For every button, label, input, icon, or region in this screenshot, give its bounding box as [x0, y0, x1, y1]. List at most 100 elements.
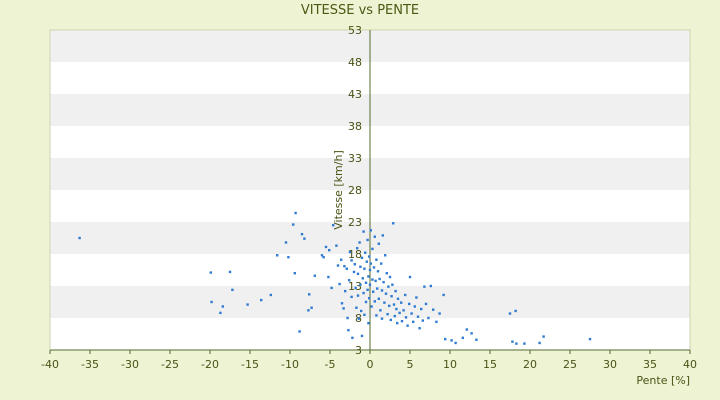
data-point: [362, 291, 365, 295]
data-point: [360, 309, 363, 313]
data-point: [332, 224, 335, 227]
data-point: [330, 286, 333, 290]
data-point: [308, 293, 311, 296]
data-point: [384, 292, 388, 295]
data-point: [421, 319, 424, 322]
data-point: [432, 308, 435, 311]
data-point: [470, 332, 473, 335]
data-point: [363, 267, 366, 270]
data-point: [366, 238, 369, 242]
data-point: [377, 242, 380, 245]
data-point: [515, 342, 518, 345]
data-point: [386, 312, 389, 316]
data-point: [356, 294, 360, 297]
data-point: [348, 250, 352, 254]
data-point: [380, 289, 384, 292]
data-point: [390, 295, 393, 298]
data-point: [357, 317, 360, 320]
data-point: [371, 247, 374, 251]
data-point: [375, 258, 378, 261]
data-point: [231, 288, 234, 292]
data-point: [368, 296, 371, 300]
data-point: [361, 277, 364, 280]
data-point: [392, 222, 395, 225]
data-point: [396, 321, 399, 325]
data-point: [221, 305, 224, 308]
data-point: [461, 336, 464, 340]
data-point: [320, 254, 324, 257]
data-point: [346, 316, 349, 320]
data-point: [209, 271, 212, 274]
data-point: [424, 302, 428, 306]
x-tick-label: -35: [81, 358, 99, 371]
data-point: [523, 342, 526, 345]
data-point: [376, 270, 380, 273]
chart-title: VITESSE vs PENTE: [301, 3, 419, 18]
x-axis-title: Pente [%]: [636, 374, 690, 387]
x-tick-label: -5: [325, 358, 336, 371]
data-point: [435, 320, 438, 324]
data-point: [373, 235, 376, 238]
data-point: [356, 272, 360, 276]
data-point: [475, 338, 478, 341]
data-point: [367, 321, 370, 325]
data-point: [400, 301, 403, 304]
data-point: [388, 304, 391, 308]
data-point: [336, 264, 340, 267]
x-tick-label: 25: [563, 358, 577, 371]
y-tick-label: 38: [348, 120, 362, 133]
y-tick-label: 18: [348, 248, 362, 261]
data-point: [373, 300, 376, 303]
x-tick-label: 30: [603, 358, 617, 371]
data-point: [338, 282, 341, 286]
data-point: [368, 268, 372, 272]
data-point: [444, 337, 447, 341]
data-point: [429, 284, 432, 288]
data-point: [588, 337, 592, 341]
data-point: [372, 290, 375, 293]
data-point: [359, 283, 362, 286]
data-point: [292, 223, 295, 226]
data-point: [379, 309, 382, 312]
data-point: [427, 316, 430, 320]
data-point: [364, 300, 368, 304]
data-point: [343, 264, 346, 268]
data-point: [408, 275, 412, 279]
data-point: [420, 307, 423, 311]
data-point: [402, 309, 405, 312]
data-point: [412, 320, 415, 324]
data-point: [360, 256, 364, 260]
data-point: [352, 270, 356, 274]
data-point: [374, 279, 377, 283]
x-tick-label: 35: [643, 358, 657, 371]
data-point: [366, 288, 369, 292]
x-tick-label: 40: [683, 358, 697, 371]
data-point: [354, 286, 357, 290]
data-point: [465, 328, 468, 331]
y-axis-title: Vitesse [km/h]: [332, 150, 345, 230]
data-point: [364, 281, 368, 284]
data-point: [385, 272, 388, 275]
x-tick-label: 15: [483, 358, 497, 371]
data-point: [340, 302, 344, 305]
data-point: [454, 341, 457, 345]
data-point: [377, 297, 380, 300]
data-point: [408, 302, 411, 306]
data-point: [367, 275, 370, 278]
data-point: [246, 303, 249, 306]
data-point: [362, 230, 365, 233]
x-tick-label: 5: [407, 358, 414, 371]
y-tick-label: 23: [348, 216, 362, 229]
data-point: [365, 260, 368, 263]
data-point: [350, 295, 353, 299]
data-point: [324, 245, 328, 249]
data-point: [387, 285, 390, 288]
data-point: [391, 283, 394, 286]
data-point: [313, 274, 316, 277]
data-point: [415, 296, 418, 299]
data-point: [260, 298, 263, 302]
data-point: [348, 279, 351, 282]
x-tick-label: -40: [41, 358, 59, 371]
